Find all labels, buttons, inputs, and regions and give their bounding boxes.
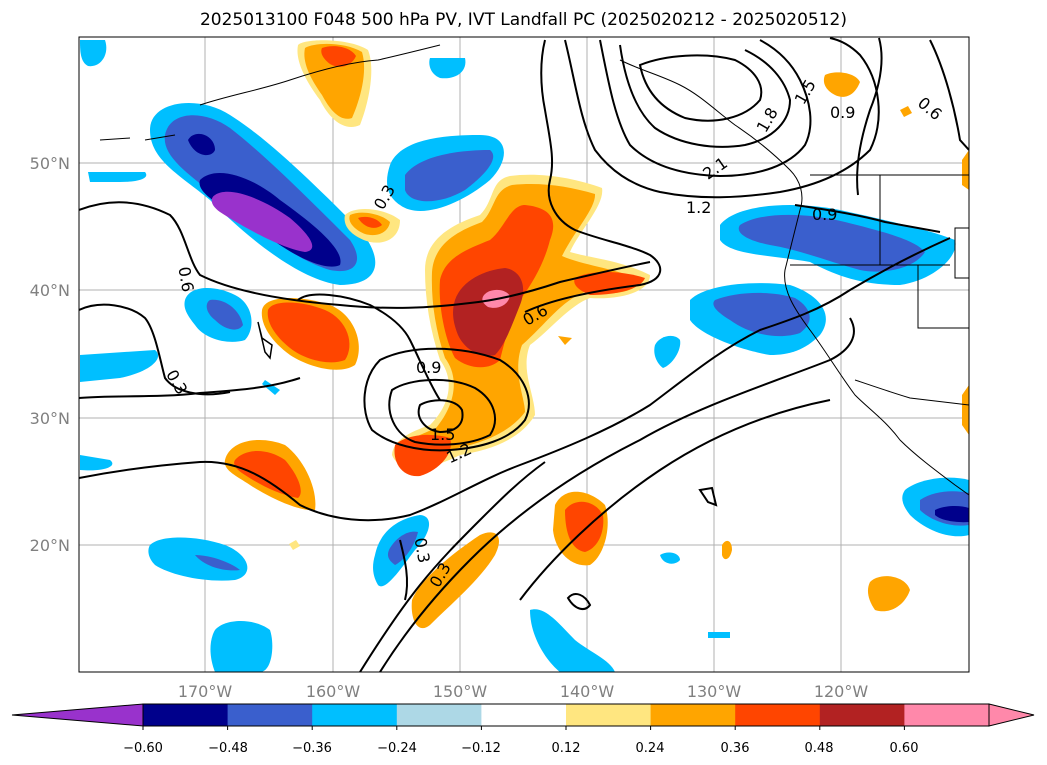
- lon-label: 140°W: [560, 682, 615, 701]
- lat-label: 50°N: [30, 154, 70, 173]
- colorbar-tick-label: −0.12: [461, 741, 501, 756]
- colorbar-segment: [650, 704, 736, 726]
- lat-label: 30°N: [30, 409, 70, 428]
- colorbar-ticks: −0.60 −0.48 −0.36 −0.24 −0.12 0.12 0.24 …: [123, 741, 918, 756]
- lon-label: 160°W: [306, 682, 361, 701]
- lat-label: 20°N: [30, 536, 70, 555]
- contour-label: 0.9: [830, 103, 855, 122]
- contour-label: 0.9: [812, 205, 837, 224]
- colorbar-segment: [735, 704, 821, 726]
- latitude-labels: 50°N 40°N 30°N 20°N: [30, 154, 70, 555]
- negative-anomaly-fields: [80, 40, 969, 672]
- contour-label: 0.3: [411, 536, 434, 564]
- contour-label: 0.9: [416, 358, 441, 377]
- lon-label: 170°W: [178, 682, 233, 701]
- colorbar-segment: [312, 704, 398, 726]
- colorbar-segment: [904, 704, 989, 726]
- colorbar-segment: [227, 704, 313, 726]
- lon-label: 130°W: [687, 682, 742, 701]
- colorbar-tick-label: 0.24: [636, 741, 665, 756]
- contour-label: 1.5: [430, 425, 455, 444]
- colorbar-tick-label: 0.60: [890, 741, 919, 756]
- colorbar-segment: [396, 704, 482, 726]
- contour-label: 0.6: [174, 265, 197, 293]
- colorbar-tick-label: 0.36: [721, 741, 750, 756]
- map-frame: [78, 36, 970, 673]
- colorbar-tick-label: −0.60: [123, 741, 163, 756]
- positive-anomaly-fields: [224, 40, 969, 629]
- colorbar-tick-label: −0.36: [292, 741, 332, 756]
- lon-label: 150°W: [433, 682, 488, 701]
- colorbar-tick-label: 0.48: [805, 741, 834, 756]
- contours: [79, 37, 969, 672]
- colorbar-segment: [481, 704, 567, 726]
- contour-label: 1.2: [686, 198, 711, 217]
- longitude-labels: 170°W 160°W 150°W 140°W 130°W 120°W: [178, 682, 869, 701]
- lat-label: 40°N: [30, 281, 70, 300]
- map-title: 2025013100 F048 500 hPa PV, IVT Landfall…: [199, 10, 847, 30]
- colorbar-extension-high: [988, 703, 1035, 727]
- colorbar-tick-label: −0.48: [208, 741, 248, 756]
- colorbar-segment: [819, 704, 905, 726]
- colorbar-tick-label: 0.12: [552, 741, 581, 756]
- colorbar-tick-label: −0.24: [377, 741, 417, 756]
- colorbar-segment: [566, 704, 652, 726]
- colorbar-extension-low: [11, 703, 144, 727]
- lon-label: 120°W: [814, 682, 869, 701]
- colorbar: [11, 703, 1035, 730]
- colorbar-segment: [143, 704, 229, 726]
